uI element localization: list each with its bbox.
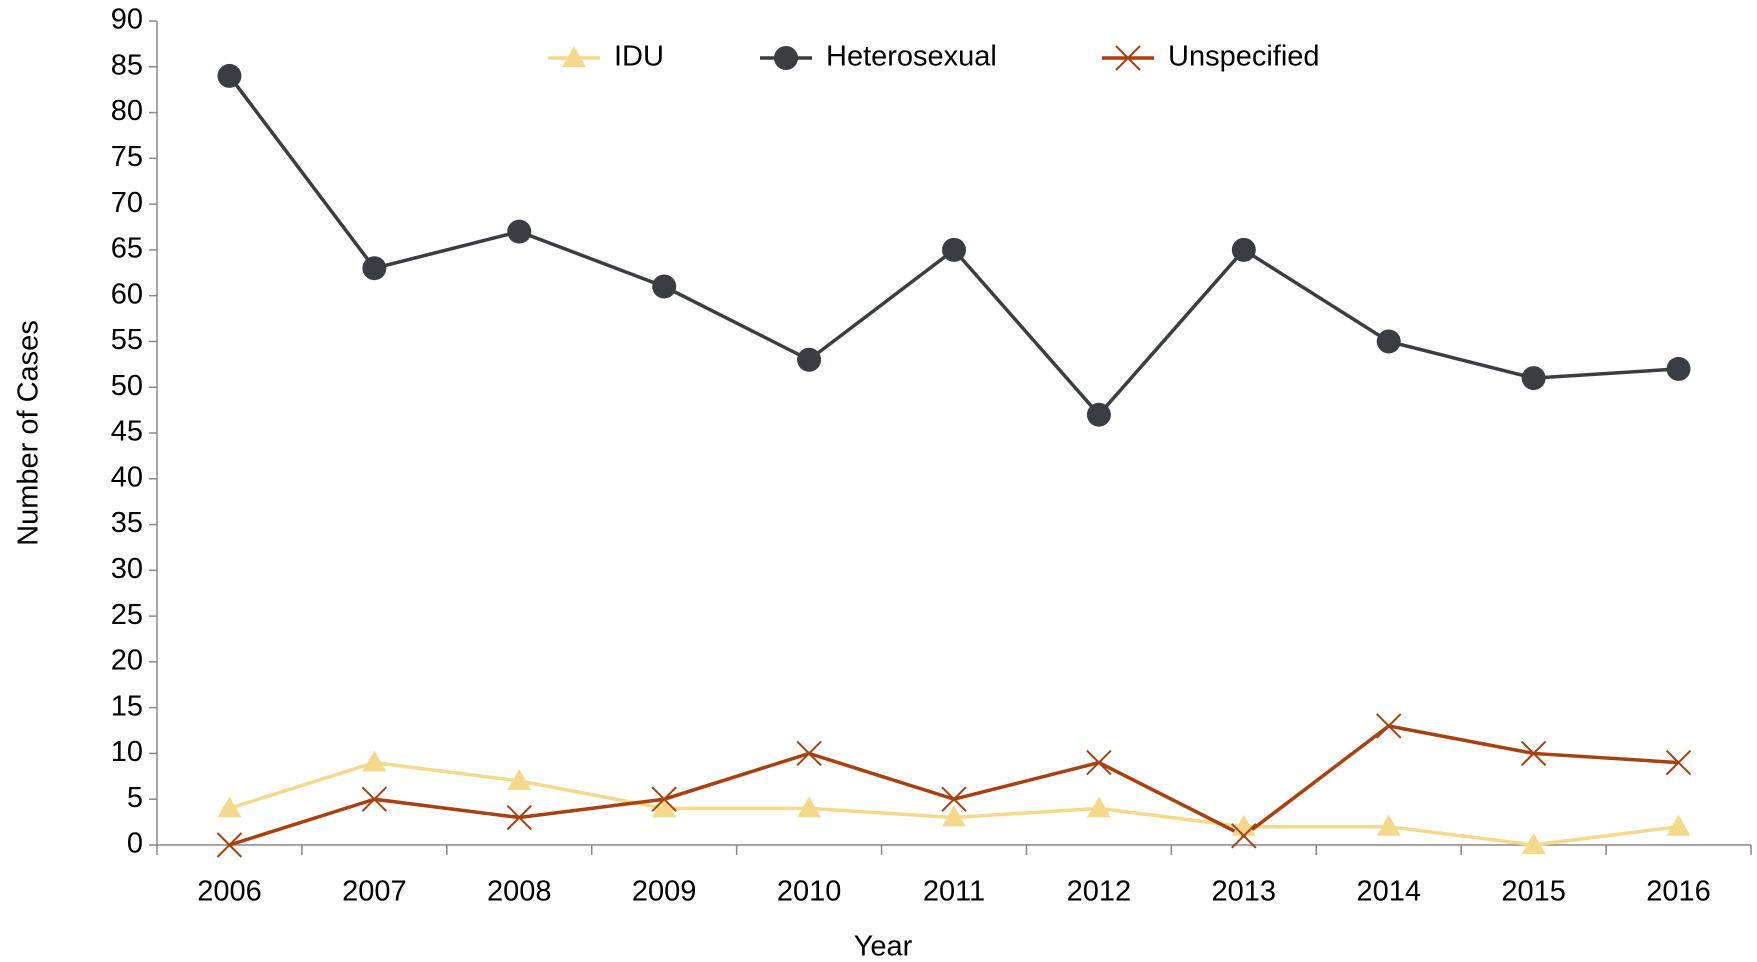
marker [652,796,677,818]
legend-marker [1115,45,1141,71]
y-tick-label: 30 [111,553,143,585]
x-tick-label: 2016 [1646,876,1711,908]
y-tick-label: 90 [111,4,143,36]
x-tick-label: 2015 [1501,876,1566,908]
marker [1521,366,1546,391]
y-tick-label: 10 [111,736,143,768]
y-tick-label: 75 [111,141,143,173]
x-tick-label: 2012 [1067,876,1132,908]
marker [942,805,966,827]
marker [1376,713,1402,739]
y-tick-label: 15 [111,690,143,722]
marker [362,256,387,281]
series-line [228,724,1679,847]
x-tick-label: 2013 [1212,876,1277,908]
y-tick-label: 0 [127,828,143,860]
marker [1086,402,1111,427]
marker [361,786,388,812]
x-tick-label: 2014 [1356,876,1421,908]
marker [1231,823,1257,849]
marker [1665,749,1692,776]
marker [1086,796,1111,818]
x-tick-label: 2010 [777,876,842,908]
y-tick-label: 45 [111,416,143,448]
marker [797,796,822,818]
y-tick-label: 50 [111,370,143,402]
y-tick-label: 5 [127,782,143,814]
marker [507,768,532,790]
x-tick-label: 2006 [197,876,262,908]
marker [651,786,677,812]
y-tick-label: 55 [111,324,143,356]
marker [217,63,242,88]
marker [941,786,967,812]
legend-label: IDU [614,41,664,73]
marker [507,219,532,244]
y-axis-label: Number of Cases [13,320,45,546]
marker [1086,749,1112,776]
marker [1376,329,1401,354]
marker [1666,814,1691,836]
legend-label: Heterosexual [826,41,997,73]
x-tick-label: 2008 [487,876,552,908]
y-tick-label: 85 [111,49,143,81]
y-tick-label: 70 [111,187,143,219]
legend-marker [562,46,586,67]
marker [652,274,677,299]
x-tick-label: 2007 [342,876,407,908]
x-tick-label: 2011 [923,876,985,908]
marker [217,796,242,818]
marker [1520,740,1547,767]
marker [1376,814,1401,836]
marker [362,750,387,772]
x-tick-label: 2009 [632,876,697,908]
legend-marker [774,46,798,70]
y-tick-label: 65 [111,233,143,265]
legend-label: Unspecified [1168,41,1320,73]
marker [797,347,822,372]
y-tick-label: 40 [111,461,143,493]
series-line [228,760,1679,847]
y-tick-label: 35 [111,507,143,539]
marker [942,237,966,262]
marker [506,804,532,831]
marker [1666,356,1691,381]
y-tick-label: 20 [111,645,143,677]
marker [1231,237,1256,262]
y-tick-label: 60 [111,278,143,310]
x-axis-label: Year [854,931,913,962]
y-tick-label: 80 [111,95,143,127]
marker [216,832,243,858]
y-tick-label: 25 [111,599,143,631]
marker [1521,833,1546,854]
marker [796,740,822,767]
